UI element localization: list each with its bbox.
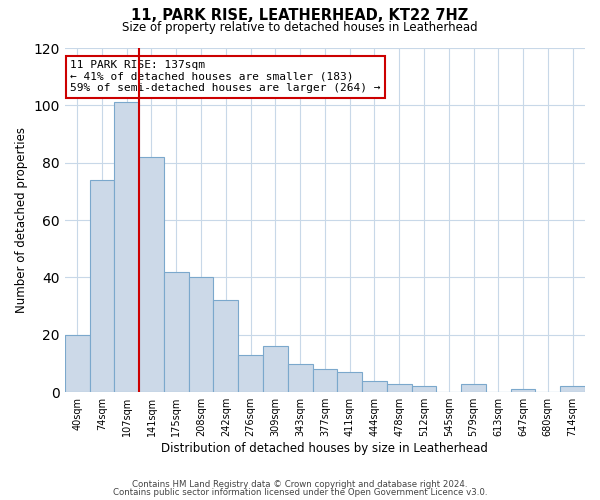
Text: Contains public sector information licensed under the Open Government Licence v3: Contains public sector information licen… [113, 488, 487, 497]
Bar [188, 278, 214, 392]
Bar [139, 157, 164, 392]
Bar [560, 386, 585, 392]
Text: Size of property relative to detached houses in Leatherhead: Size of property relative to detached ho… [122, 21, 478, 34]
Bar [362, 380, 387, 392]
Bar [238, 355, 263, 392]
Bar [461, 384, 486, 392]
X-axis label: Distribution of detached houses by size in Leatherhead: Distribution of detached houses by size … [161, 442, 488, 455]
Bar [412, 386, 436, 392]
Bar [288, 364, 313, 392]
Bar [511, 390, 535, 392]
Text: Contains HM Land Registry data © Crown copyright and database right 2024.: Contains HM Land Registry data © Crown c… [132, 480, 468, 489]
Bar [263, 346, 288, 392]
Text: 11, PARK RISE, LEATHERHEAD, KT22 7HZ: 11, PARK RISE, LEATHERHEAD, KT22 7HZ [131, 8, 469, 22]
Bar [387, 384, 412, 392]
Bar [89, 180, 115, 392]
Bar [214, 300, 238, 392]
Text: 11 PARK RISE: 137sqm
← 41% of detached houses are smaller (183)
59% of semi-deta: 11 PARK RISE: 137sqm ← 41% of detached h… [70, 60, 380, 93]
Bar [115, 102, 139, 392]
Y-axis label: Number of detached properties: Number of detached properties [15, 127, 28, 313]
Bar [337, 372, 362, 392]
Bar [164, 272, 188, 392]
Bar [65, 335, 89, 392]
Bar [313, 370, 337, 392]
